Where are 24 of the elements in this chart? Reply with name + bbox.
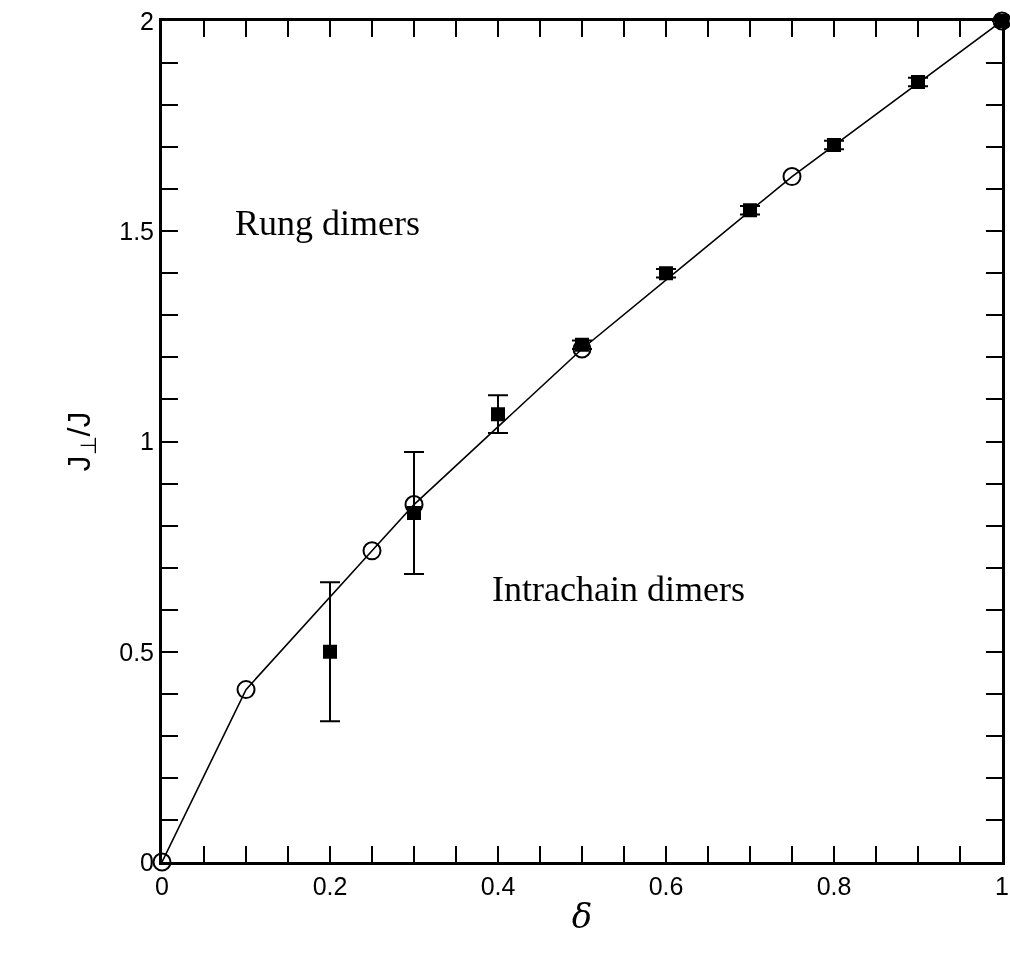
x-tick-label: 0.8 xyxy=(816,872,852,900)
point xyxy=(827,138,841,153)
point xyxy=(911,74,925,89)
x-tick-label: 1 xyxy=(995,872,1009,900)
annotation: Intrachain dimers xyxy=(492,569,745,609)
point xyxy=(491,407,505,422)
x-tick-label: 0.4 xyxy=(480,872,516,900)
point xyxy=(152,852,172,872)
y-tick-label: 0 xyxy=(140,847,154,876)
point xyxy=(407,505,421,520)
point xyxy=(659,266,673,281)
y-tick-label: 1.5 xyxy=(119,217,154,245)
point xyxy=(743,203,757,218)
point xyxy=(236,680,256,700)
y-tick-label: 0.5 xyxy=(119,637,154,666)
point xyxy=(323,644,337,659)
y-tick-label: 1 xyxy=(140,427,154,456)
point xyxy=(782,167,802,187)
point xyxy=(362,541,382,561)
y-tick-label: 2 xyxy=(140,6,154,35)
x-tick-label: 0.2 xyxy=(312,872,348,900)
x-tick-label: 0.6 xyxy=(648,872,684,900)
annotation: Rung dimers xyxy=(235,203,420,243)
x-axis-title: δ xyxy=(571,896,593,937)
